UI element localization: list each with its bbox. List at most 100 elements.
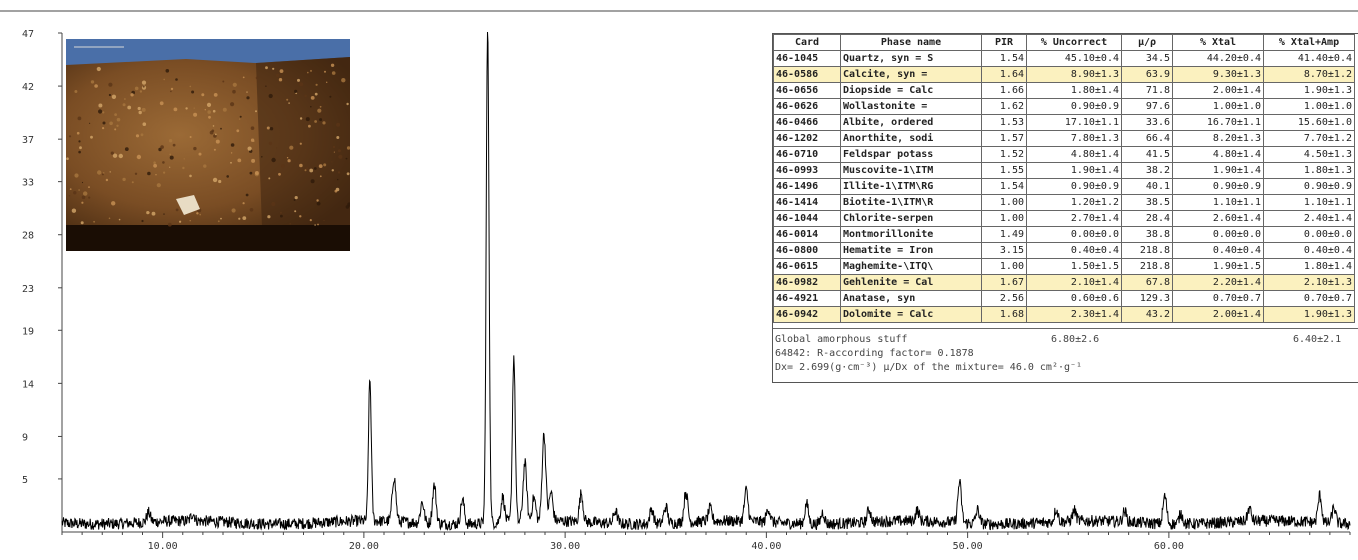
white-chip [176,195,200,215]
cell-xtal: 1.10±1.1 [1172,194,1264,211]
cell-xtal-amp: 1.80±1.3 [1263,162,1355,179]
cell-phase-name: Maghemite-\ITQ\ [840,258,982,275]
x-axis: 10.00 20.00 30.00 40.00 50.00 60.00 [61,531,1351,552]
cell-xtal: 2.00±1.4 [1172,82,1264,99]
cell-card: 46-0982 [773,274,841,291]
cell-mu-rho: 41.5 [1121,146,1173,163]
cell-xtal: 0.00±0.0 [1172,226,1264,243]
cell-xtal-amp: 0.00±0.0 [1263,226,1355,243]
y-tick-label: 14 [22,379,34,390]
cell-phase-name: Illite-1\ITM\RG [840,178,982,195]
x-tick-label: 40.00 [751,541,781,552]
cell-pir: 1.53 [981,114,1027,131]
cell-phase-name: Quartz, syn = S [840,50,982,67]
table-row: 46-1202 Anorthite, sodi 1.57 7.80±1.3 66.4 8.… [773,130,1355,147]
cell-uncorrect: 0.00±0.0 [1026,226,1122,243]
table-row: 46-0615 Maghemite-\ITQ\ 1.00 1.50±1.5 218.8 1… [773,258,1355,275]
cell-xtal: 44.20±0.4 [1172,50,1264,67]
cell-uncorrect: 7.80±1.3 [1026,130,1122,147]
y-tick-label: 19 [22,326,34,337]
cell-xtal: 9.30±1.3 [1172,66,1264,83]
col-phase-name: Phase name [840,34,982,51]
table-row: 46-0586 Calcite, syn = 1.64 8.90±1.3 63.9 9.3… [773,66,1355,83]
cell-pir: 1.68 [981,306,1027,323]
col-xtal: % Xtal [1172,34,1264,51]
cell-xtal-amp: 0.40±0.4 [1263,242,1355,259]
cell-pir: 1.66 [981,82,1027,99]
cell-xtal: 1.90±1.5 [1172,258,1264,275]
cell-xtal-amp: 15.60±1.0 [1263,114,1355,131]
table-row: 46-0982 Gehlenite = Cal 1.67 2.10±1.4 67.8 2.… [773,274,1355,291]
phase-table: Card Phase name PIR % Uncorrect μ/ρ % Xt… [773,34,1355,323]
cell-xtal-amp: 2.40±1.4 [1263,210,1355,227]
rock-sample-photo [66,39,350,251]
cell-xtal: 1.00±1.0 [1172,98,1264,115]
cell-uncorrect: 2.10±1.4 [1026,274,1122,291]
table-row: 46-4921 Anatase, syn 2.56 0.60±0.6 129.3 0.70… [773,290,1355,307]
cell-card: 46-0993 [773,162,841,179]
cell-pir: 3.15 [981,242,1027,259]
cell-xtal: 0.40±0.4 [1172,242,1264,259]
y-tick-label: 9 [22,432,28,443]
y-tick-label: 47 [22,29,34,40]
cell-uncorrect: 0.40±0.4 [1026,242,1122,259]
cell-uncorrect: 1.20±1.2 [1026,194,1122,211]
table-row: 46-0942 Dolomite = Calc 1.68 2.30±1.4 43.2 2.… [773,306,1355,323]
x-tick-label: 50.00 [953,541,983,552]
density-line: Dx= 2.699(g·cm⁻³) μ/Dx of the mixture= 4… [775,362,1083,373]
cell-uncorrect: 0.90±0.9 [1026,98,1122,115]
cell-pir: 1.64 [981,66,1027,83]
cell-uncorrect: 1.90±1.4 [1026,162,1122,179]
cell-card: 46-0942 [773,306,841,323]
cell-card: 46-4921 [773,290,841,307]
cell-phase-name: Feldspar potass [840,146,982,163]
cell-card: 46-0586 [773,66,841,83]
cell-mu-rho: 28.4 [1121,210,1173,227]
cell-card: 46-0710 [773,146,841,163]
cell-pir: 1.00 [981,194,1027,211]
cell-xtal: 8.20±1.3 [1172,130,1264,147]
col-xtal-amp: % Xtal+Amp [1263,34,1355,51]
cell-xtal-amp: 0.90±0.9 [1263,178,1355,195]
cell-xtal-amp: 1.90±1.3 [1263,306,1355,323]
amorphous-label: Global amorphous stuff [775,334,908,345]
cell-phase-name: Anatase, syn [840,290,982,307]
x-tick-label: 30.00 [550,541,580,552]
cell-card: 46-1496 [773,178,841,195]
table-row: 46-0800 Hematite = Iron 3.15 0.40±0.4 218.8 0… [773,242,1355,259]
cell-pir: 1.00 [981,210,1027,227]
cell-xtal: 16.70±1.1 [1172,114,1264,131]
cell-phase-name: Albite, ordered [840,114,982,131]
table-row: 46-0626 Wollastonite = 1.62 0.90±0.9 97.6 1.0… [773,98,1355,115]
cell-xtal-amp: 4.50±1.3 [1263,146,1355,163]
table-row: 46-0710 Feldspar potass 1.52 4.80±1.4 41.5 4.… [773,146,1355,163]
cell-mu-rho: 34.5 [1121,50,1173,67]
amorphous-value-total: 6.40±2.1 [1293,334,1342,345]
x-tick-label: 20.00 [349,541,379,552]
cell-pir: 1.54 [981,178,1027,195]
cell-mu-rho: 43.2 [1121,306,1173,323]
cell-phase-name: Wollastonite = [840,98,982,115]
cell-uncorrect: 0.60±0.6 [1026,290,1122,307]
cell-phase-name: Muscovite-1\ITM [840,162,982,179]
cell-uncorrect: 45.10±0.4 [1026,50,1122,67]
cell-pir: 1.67 [981,274,1027,291]
cell-xtal: 0.90±0.9 [1172,178,1264,195]
cell-mu-rho: 40.1 [1121,178,1173,195]
cell-card: 46-0800 [773,242,841,259]
cell-mu-rho: 67.8 [1121,274,1173,291]
table-row: 46-0993 Muscovite-1\ITM 1.55 1.90±1.4 38.2 1.… [773,162,1355,179]
cell-phase-name: Chlorite-serpen [840,210,982,227]
table-row: 46-1414 Biotite-1\ITM\R 1.00 1.20±1.2 38.5 1.… [773,194,1355,211]
table-row: 46-0466 Albite, ordered 1.53 17.10±1.1 33.6 1… [773,114,1355,131]
cell-mu-rho: 38.2 [1121,162,1173,179]
fit-summary: Global amorphous stuff 6.80±2.6 6.40±2.1… [773,328,1358,375]
cell-pir: 1.49 [981,226,1027,243]
cell-card: 46-1045 [773,50,841,67]
cell-phase-name: Calcite, syn = [840,66,982,83]
cell-mu-rho: 33.6 [1121,114,1173,131]
cell-uncorrect: 0.90±0.9 [1026,178,1122,195]
cell-pir: 1.57 [981,130,1027,147]
cell-phase-name: Montmorillonite [840,226,982,243]
